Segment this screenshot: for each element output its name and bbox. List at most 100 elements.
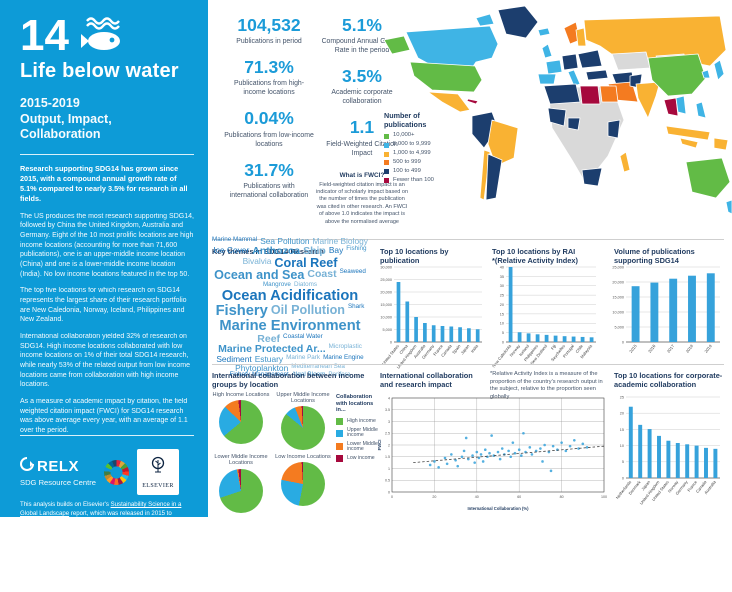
cloud-word: Coastal Water: [283, 332, 323, 340]
svg-text:Japan: Japan: [459, 343, 470, 355]
svg-text:60: 60: [517, 495, 521, 499]
cloud-word: Phytoplankton: [235, 362, 289, 373]
footer-link[interactable]: Click here to review the research: [20, 547, 109, 555]
income-collab-pies: High Income Locations Upper Middle Income…: [210, 392, 334, 513]
svg-text:25: 25: [620, 395, 624, 399]
svg-text:30: 30: [500, 284, 504, 288]
stat-label: Publications from high-income locations: [233, 80, 305, 97]
pie: Upper Middle Income Locations: [272, 392, 334, 451]
svg-text:5: 5: [622, 460, 624, 464]
svg-text:China: China: [398, 343, 409, 355]
legend-label: 100 to 499: [393, 167, 421, 174]
footer-link[interactable]: RELX SDG Resource Centre: [72, 527, 152, 535]
stats-column-2: 5.1% Compound Annual Growth Rate in the p…: [314, 15, 410, 227]
stat-label: Publications from low-income locations: [224, 131, 314, 148]
cloud-word: Seaweed: [339, 268, 366, 276]
legend-swatch: [384, 142, 389, 148]
svg-text:40: 40: [500, 265, 504, 269]
logo-row: RELX SDG Resource Centre ELSEVIER: [20, 449, 194, 496]
legend-item: 500 to 999: [384, 159, 446, 166]
cloud-word: Mangrove: [262, 281, 291, 289]
cloud-word: Ice Cover: [213, 244, 250, 255]
volume-title: Volume of publications supporting SDG14: [614, 247, 695, 266]
stat: 1.1 Field-Weighted Citation Impact: [316, 118, 408, 158]
svg-text:India: India: [470, 343, 480, 354]
legend-label: Lower Middle income: [347, 440, 378, 452]
pie-legend-items: High income Upper Middle income Lower Midd…: [336, 418, 382, 462]
svg-text:1: 1: [388, 467, 390, 471]
cloud-word: Diatoms: [293, 281, 318, 289]
legend-item: High income: [336, 418, 382, 426]
svg-text:Japan: Japan: [640, 479, 651, 491]
svg-text:Fiji: Fiji: [550, 343, 557, 350]
stat-value: 31.7%: [244, 159, 294, 180]
footer-link[interactable]: See the methodology and definitions: [20, 557, 119, 565]
relx-subtitle: SDG Resource Centre: [20, 478, 96, 488]
cloud-word: Porifera: [328, 371, 351, 379]
cloud-word: Anthozoa: [252, 244, 301, 257]
svg-text:United States: United States: [381, 344, 400, 366]
svg-text:40: 40: [475, 495, 479, 499]
footer-text: This analysis builds on Elsevier's Susta…: [20, 501, 194, 544]
fwci-note-title: What is FWCI?: [339, 171, 385, 179]
stat: 31.7% Publications with international col…: [224, 159, 314, 201]
rai-subtitle-text: *(Relative Activity Index): [492, 256, 578, 266]
footer-link[interactable]: Sustainability Science in a Global Lands…: [20, 501, 182, 517]
stat: 5.1% Compound Annual Growth Rate in the p…: [316, 15, 408, 56]
cloud-word: Sediment: [216, 354, 252, 365]
cloud-word: Marine Mammal: [212, 236, 258, 244]
legend-swatch: [384, 178, 389, 184]
pie-label: Lower Middle Income Locations: [214, 454, 268, 467]
world-map: [380, 0, 732, 232]
legend-item: Upper Middle income: [336, 427, 382, 438]
footer-link[interactable]: 2017 update: [140, 518, 175, 526]
legend-label: Fewer than 100: [393, 176, 434, 183]
legend-label: 1,000 to 4,999: [393, 150, 431, 157]
cloud-word: Ship: [303, 244, 326, 257]
legend-label: 500 to 999: [393, 159, 421, 165]
divider: [212, 364, 724, 365]
legend-swatch: [336, 429, 343, 437]
collab-impact-scatter: 0 0.5 1 1.5 2 2.5 3 3.5 4 0 20 40 60 80 100 Internation…: [376, 394, 608, 517]
fwci-note: What is FWCI? Field-weighted citation imp…: [314, 172, 410, 227]
svg-text:20,000: 20,000: [612, 280, 624, 284]
page-title: Life below water: [20, 60, 179, 82]
svg-text:2019: 2019: [703, 343, 713, 354]
svg-text:15,000: 15,000: [612, 295, 624, 299]
legend-item: 100 to 499: [384, 167, 446, 175]
key-themes-wordcloud: Marine Mammal Sea Pollution Marine Biology…: [209, 237, 371, 378]
svg-text:0: 0: [390, 340, 392, 344]
svg-text:30,000: 30,000: [380, 265, 392, 269]
cloud-word: Coral Reef: [274, 255, 338, 270]
divider: [20, 153, 194, 155]
relx-wordmark: RELX: [37, 458, 80, 476]
svg-text:20: 20: [432, 495, 436, 499]
cloud-word: Ocean and Sea: [214, 268, 305, 283]
svg-text:5: 5: [502, 331, 504, 335]
pie: Low Income Locations: [272, 454, 334, 512]
legend-swatch: [384, 133, 389, 139]
top10-rai-title: Top 10 locations by RAI *(Relative Activ…: [492, 247, 602, 266]
volume-svg: 0 5,000 10,000 15,000 20,000 25,000 2015 2016 20…: [612, 265, 720, 354]
stats-column-1: 104,532 Publications in period 71.3% Public…: [224, 15, 314, 212]
stat-value: 3.5%: [342, 66, 382, 87]
pie-legend: Collaboration with locations in... High …: [336, 394, 382, 465]
cloud-word: Marine Park: [286, 354, 321, 362]
volume-chart: 0 5,000 10,000 15,000 20,000 25,000 2015 2016 20…: [608, 262, 722, 379]
pie-disc: [281, 406, 325, 451]
svg-text:FWCI: FWCI: [377, 440, 382, 451]
cloud-word: Bivalvia: [242, 255, 272, 266]
divider: [212, 239, 724, 240]
svg-text:80: 80: [560, 495, 564, 499]
legend-item: 1,000 to 4,999: [384, 150, 446, 157]
svg-text:4: 4: [388, 396, 390, 400]
top10_publications-svg: 0 5,000 10,000 15,000 20,000 25,000 30,000 Unit…: [380, 265, 482, 370]
svg-text:Chile: Chile: [574, 343, 584, 354]
svg-text:0: 0: [622, 476, 624, 480]
pie-legend-title: Collaboration with locations in...: [336, 394, 374, 414]
stat: 3.5% Academic corporate collaboration: [316, 66, 408, 107]
rai-footnote: *Relative Activity Index is a measure of…: [490, 371, 603, 401]
cloud-word: Fishery Management: [229, 371, 289, 379]
legend-label: 5,000 to 9,999: [393, 141, 431, 148]
svg-text:2017: 2017: [666, 343, 676, 354]
